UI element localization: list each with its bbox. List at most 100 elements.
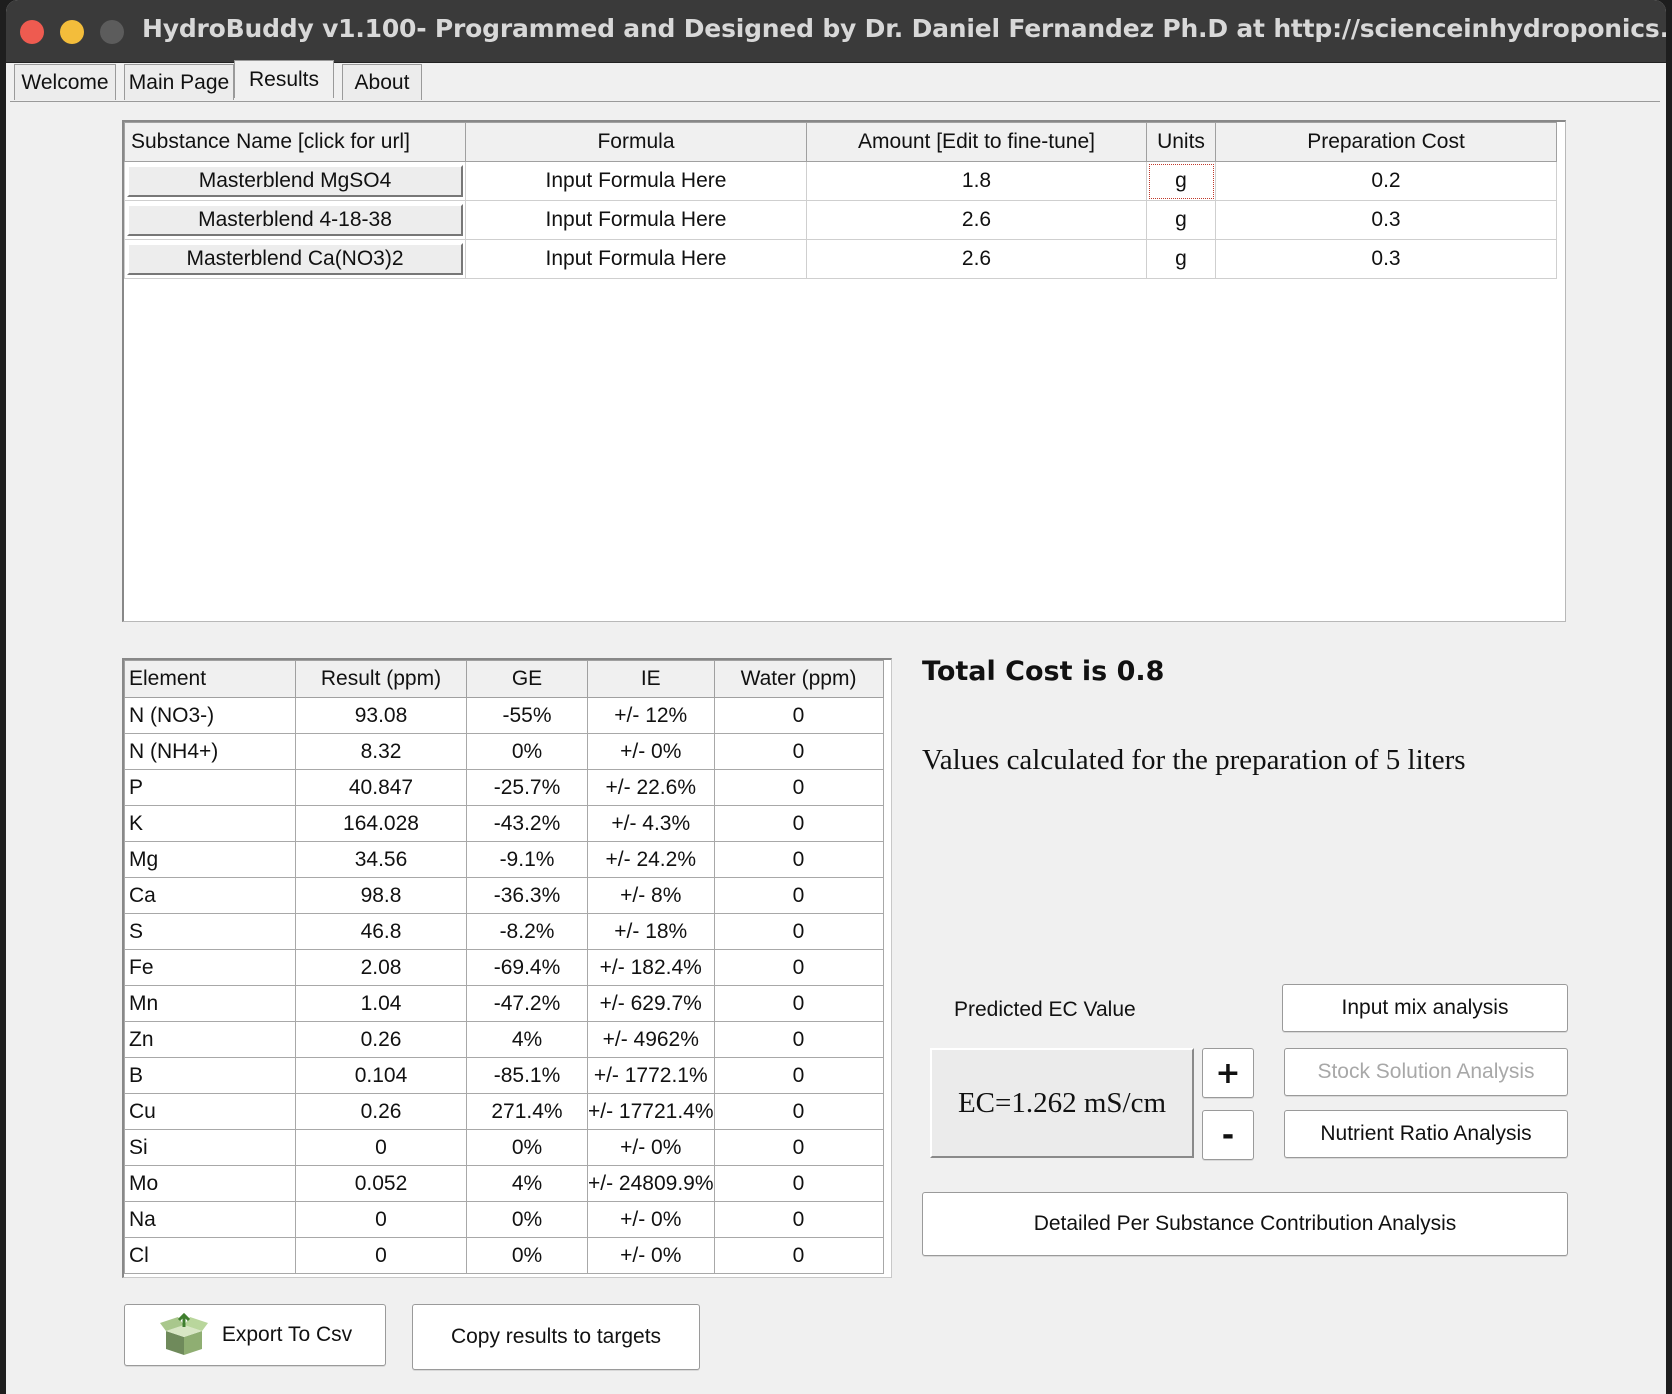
ie-cell: +/- 1772.1% — [587, 1057, 715, 1094]
stock-solution-analysis-button[interactable]: Stock Solution Analysis — [1284, 1048, 1568, 1096]
table-row: B 0.104 -85.1% +/- 1772.1% 0 — [124, 1057, 884, 1094]
column-header-amount[interactable]: Amount [Edit to fine-tune] — [806, 122, 1147, 162]
per-substance-contribution-button[interactable]: Detailed Per Substance Contribution Anal… — [922, 1192, 1568, 1256]
ie-cell: +/- 0% — [587, 1201, 715, 1238]
element-name-cell: Mn — [124, 985, 296, 1022]
table-row: Fe 2.08 -69.4% +/- 182.4% 0 — [124, 949, 884, 986]
column-header-preparation-cost[interactable]: Preparation Cost — [1215, 122, 1557, 162]
ie-cell: +/- 8% — [587, 877, 715, 914]
ge-cell: -55% — [466, 697, 588, 734]
formula-cell[interactable]: Input Formula Here — [465, 200, 807, 240]
result-cell: 46.8 — [295, 913, 467, 950]
tab-about[interactable]: About — [342, 64, 422, 100]
amount-cell[interactable]: 2.6 — [806, 239, 1147, 279]
minimize-window-button[interactable] — [60, 20, 84, 44]
table-row: P 40.847 -25.7% +/- 22.6% 0 — [124, 769, 884, 806]
water-cell: 0 — [713, 841, 884, 878]
units-cell[interactable]: g — [1146, 200, 1216, 240]
water-cell: 0 — [713, 1237, 884, 1274]
decrease-ec-button[interactable]: - — [1202, 1110, 1254, 1160]
substance-link-button[interactable]: Masterblend MgSO4 — [127, 165, 463, 197]
column-header-formula[interactable]: Formula — [465, 122, 807, 162]
amount-cell[interactable]: 1.8 — [806, 161, 1147, 201]
column-header-ie[interactable]: IE — [587, 660, 715, 698]
cost-cell: 0.3 — [1215, 239, 1557, 279]
element-name-cell: Mo — [124, 1165, 296, 1202]
result-cell: 0 — [295, 1237, 467, 1274]
units-cell[interactable]: g — [1146, 161, 1216, 201]
close-window-button[interactable] — [20, 20, 44, 44]
element-name-cell: N (NO3-) — [124, 697, 296, 734]
table-row: K 164.028 -43.2% +/- 4.3% 0 — [124, 805, 884, 842]
result-cell: 0.26 — [295, 1093, 467, 1130]
element-name-cell: Fe — [124, 949, 296, 986]
column-header-units[interactable]: Units — [1146, 122, 1216, 162]
elements-table: Element Result (ppm) GE IE Water (ppm) N… — [124, 660, 884, 1274]
ge-cell: 0% — [466, 1129, 588, 1166]
tab-results[interactable]: Results — [234, 60, 334, 98]
elements-table-panel: Element Result (ppm) GE IE Water (ppm) N… — [122, 658, 892, 1278]
column-header-substance-name[interactable]: Substance Name [click for url] — [124, 122, 466, 162]
water-cell: 0 — [713, 1057, 884, 1094]
result-cell: 1.04 — [295, 985, 467, 1022]
table-row: Masterblend MgSO4 Input Formula Here 1.8… — [124, 161, 1557, 201]
element-name-cell: B — [124, 1057, 296, 1094]
tab-main-page[interactable]: Main Page — [124, 64, 234, 100]
zoom-window-button[interactable] — [100, 20, 124, 44]
water-cell: 0 — [713, 985, 884, 1022]
element-name-cell: K — [124, 805, 296, 842]
result-cell: 0 — [295, 1201, 467, 1238]
column-header-element[interactable]: Element — [124, 660, 296, 698]
app-window: HydroBuddy v1.100- Programmed and Design… — [6, 0, 1666, 1394]
ie-cell: +/- 24809.9% — [587, 1165, 715, 1202]
result-cell: 164.028 — [295, 805, 467, 842]
table-row: Mn 1.04 -47.2% +/- 629.7% 0 — [124, 985, 884, 1022]
column-header-water[interactable]: Water (ppm) — [713, 660, 884, 698]
water-cell: 0 — [713, 1093, 884, 1130]
column-header-result[interactable]: Result (ppm) — [295, 660, 467, 698]
element-name-cell: Zn — [124, 1021, 296, 1058]
formula-cell[interactable]: Input Formula Here — [465, 161, 807, 201]
water-cell: 0 — [713, 877, 884, 914]
units-cell[interactable]: g — [1146, 239, 1216, 279]
element-name-cell: N (NH4+) — [124, 733, 296, 770]
export-csv-button[interactable]: Export To Csv — [124, 1304, 386, 1366]
table-row: Na 0 0% +/- 0% 0 — [124, 1201, 884, 1238]
element-name-cell: P — [124, 769, 296, 806]
formula-cell[interactable]: Input Formula Here — [465, 239, 807, 279]
table-row: Ca 98.8 -36.3% +/- 8% 0 — [124, 877, 884, 914]
ie-cell: +/- 24.2% — [587, 841, 715, 878]
input-mix-analysis-button[interactable]: Input mix analysis — [1282, 984, 1568, 1032]
tab-welcome[interactable]: Welcome — [14, 64, 116, 100]
substance-link-button[interactable]: Masterblend 4-18-38 — [127, 204, 463, 236]
result-cell: 40.847 — [295, 769, 467, 806]
table-row: Cu 0.26 271.4% +/- 17721.4% 0 — [124, 1093, 884, 1130]
nutrient-ratio-analysis-button[interactable]: Nutrient Ratio Analysis — [1284, 1110, 1568, 1158]
ge-cell: 0% — [466, 1201, 588, 1238]
cost-cell: 0.2 — [1215, 161, 1557, 201]
amount-cell[interactable]: 2.6 — [806, 200, 1147, 240]
copy-results-to-targets-button[interactable]: Copy results to targets — [412, 1304, 700, 1370]
result-cell: 98.8 — [295, 877, 467, 914]
water-cell: 0 — [713, 697, 884, 734]
ec-display: EC=1.262 mS/cm — [930, 1048, 1194, 1158]
water-cell: 0 — [713, 1201, 884, 1238]
result-cell: 2.08 — [295, 949, 467, 986]
ie-cell: +/- 4.3% — [587, 805, 715, 842]
element-name-cell: Mg — [124, 841, 296, 878]
substance-link-button[interactable]: Masterblend Ca(NO3)2 — [127, 243, 463, 275]
ge-cell: 4% — [466, 1165, 588, 1202]
element-name-cell: Ca — [124, 877, 296, 914]
ge-cell: -36.3% — [466, 877, 588, 914]
table-row: S 46.8 -8.2% +/- 18% 0 — [124, 913, 884, 950]
cost-cell: 0.3 — [1215, 200, 1557, 240]
ie-cell: +/- 0% — [587, 1237, 715, 1274]
ge-cell: -8.2% — [466, 913, 588, 950]
water-cell: 0 — [713, 1129, 884, 1166]
column-header-ge[interactable]: GE — [466, 660, 588, 698]
increase-ec-button[interactable]: + — [1202, 1048, 1254, 1098]
result-cell: 0.104 — [295, 1057, 467, 1094]
water-cell: 0 — [713, 949, 884, 986]
water-cell: 0 — [713, 769, 884, 806]
table-row: N (NO3-) 93.08 -55% +/- 12% 0 — [124, 697, 884, 734]
